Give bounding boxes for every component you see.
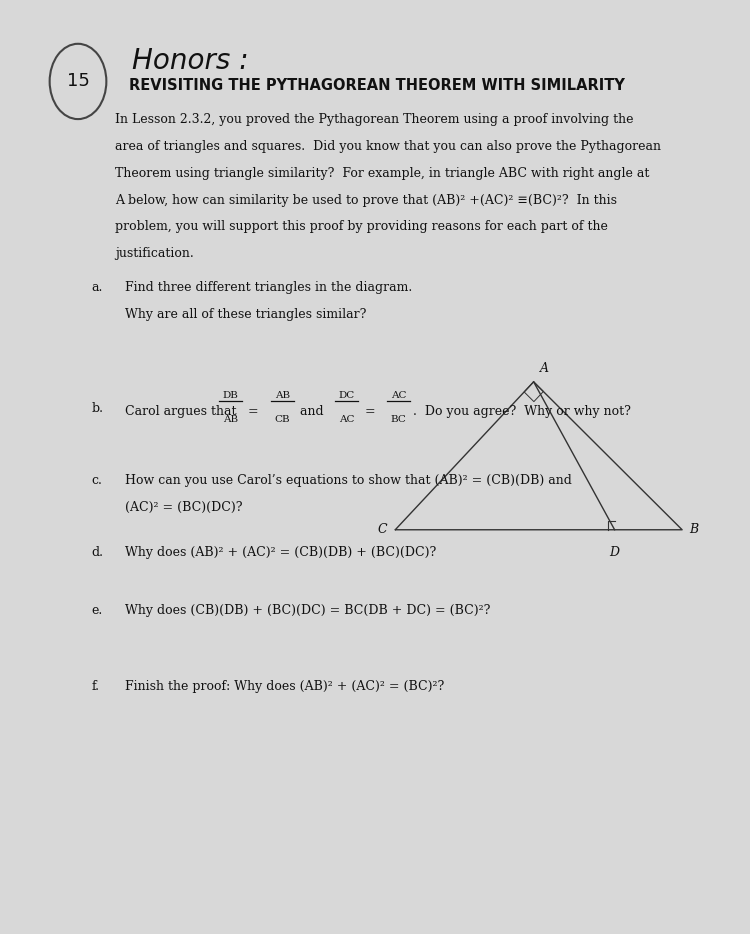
Text: D: D: [610, 545, 620, 559]
Text: problem, you will support this proof by providing reasons for each part of the: problem, you will support this proof by …: [116, 220, 608, 234]
Text: BC: BC: [391, 415, 406, 424]
Text: A: A: [540, 361, 549, 375]
Text: Why are all of these triangles similar?: Why are all of these triangles similar?: [125, 308, 367, 321]
Text: and: and: [296, 405, 328, 417]
Text: Theorem using triangle similarity?  For example, in triangle ABC with right angl: Theorem using triangle similarity? For e…: [116, 166, 650, 179]
Text: d.: d.: [92, 545, 104, 559]
Text: justification.: justification.: [116, 248, 194, 261]
Text: c.: c.: [92, 474, 102, 488]
Text: Why does (CB)(DB) + (BC)(DC) = BC(DB + DC) = (BC)²?: Why does (CB)(DB) + (BC)(DC) = BC(DB + D…: [125, 604, 490, 617]
Text: AC: AC: [339, 415, 354, 424]
Text: .  Do you agree?  Why or why not?: . Do you agree? Why or why not?: [413, 405, 631, 417]
Text: f.: f.: [92, 680, 100, 693]
Text: Finish the proof: Why does (AB)² + (AC)² = (BC)²?: Finish the proof: Why does (AB)² + (AC)²…: [125, 680, 445, 693]
Text: =: =: [244, 405, 263, 417]
Text: CB: CB: [274, 415, 290, 424]
Text: B: B: [688, 523, 698, 536]
Text: Why does (AB)² + (AC)² = (CB)(DB) + (BC)(DC)?: Why does (AB)² + (AC)² = (CB)(DB) + (BC)…: [125, 545, 436, 559]
Text: REVISITING THE PYTHAGOREAN THEOREM WITH SIMILARITY: REVISITING THE PYTHAGOREAN THEOREM WITH …: [129, 78, 625, 92]
Text: Honors :: Honors :: [132, 48, 248, 76]
Text: Carol argues that: Carol argues that: [125, 405, 241, 417]
Text: area of triangles and squares.  Did you know that you can also prove the Pythago: area of triangles and squares. Did you k…: [116, 140, 662, 153]
Text: A below, how can similarity be used to prove that (AB)² +(AC)² ≡(BC)²?  In this: A below, how can similarity be used to p…: [116, 193, 617, 206]
Text: Find three different triangles in the diagram.: Find three different triangles in the di…: [125, 281, 412, 294]
Text: How can you use Carol’s equations to show that (AB)² = (CB)(DB) and: How can you use Carol’s equations to sho…: [125, 474, 572, 488]
Text: b.: b.: [92, 403, 104, 416]
Text: AB: AB: [274, 390, 290, 400]
Text: DC: DC: [338, 390, 355, 400]
Text: AB: AB: [223, 415, 238, 424]
Text: 15: 15: [67, 73, 89, 91]
Text: C: C: [377, 523, 387, 536]
Text: =: =: [361, 405, 380, 417]
Text: In Lesson 2.3.2, you proved the Pythagorean Theorem using a proof involving the: In Lesson 2.3.2, you proved the Pythagor…: [116, 113, 634, 126]
Text: (AC)² = (BC)(DC)?: (AC)² = (BC)(DC)?: [125, 501, 243, 514]
Text: DB: DB: [222, 390, 238, 400]
Text: e.: e.: [92, 604, 103, 617]
Text: AC: AC: [391, 390, 406, 400]
Text: a.: a.: [92, 281, 103, 294]
